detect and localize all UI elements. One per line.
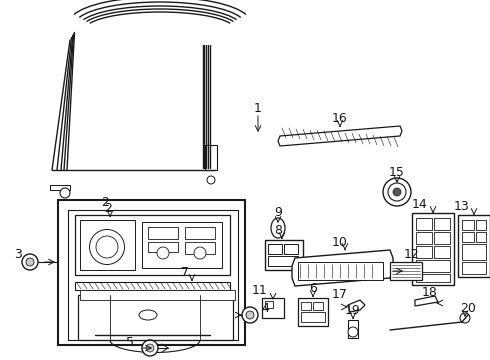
Bar: [416, 232, 432, 244]
Text: 16: 16: [332, 112, 348, 125]
Bar: [262, 298, 284, 318]
Circle shape: [246, 311, 254, 319]
Text: 18: 18: [422, 285, 438, 298]
Circle shape: [146, 344, 154, 352]
Circle shape: [26, 258, 34, 266]
Text: 3: 3: [14, 248, 22, 261]
Circle shape: [388, 183, 406, 201]
Bar: [80, 290, 235, 300]
Text: 11: 11: [252, 284, 268, 297]
Circle shape: [142, 340, 158, 356]
Bar: [458, 215, 490, 277]
Bar: [462, 220, 474, 230]
Bar: [390, 262, 422, 280]
Text: 20: 20: [460, 302, 476, 315]
Circle shape: [460, 313, 470, 323]
Circle shape: [242, 307, 258, 323]
Bar: [75, 215, 230, 275]
Bar: [348, 320, 358, 338]
Bar: [265, 240, 303, 270]
Bar: [462, 262, 486, 274]
Polygon shape: [278, 126, 402, 146]
Circle shape: [60, 188, 70, 198]
Text: 17: 17: [332, 288, 348, 302]
Polygon shape: [50, 185, 70, 190]
Bar: [462, 244, 486, 260]
Bar: [298, 298, 328, 326]
Bar: [416, 246, 432, 258]
Text: 6: 6: [309, 282, 317, 294]
Text: 5: 5: [126, 337, 134, 350]
Polygon shape: [58, 200, 245, 345]
Bar: [205, 145, 217, 170]
Bar: [412, 213, 454, 285]
Bar: [301, 302, 311, 310]
Circle shape: [22, 254, 38, 270]
Text: 13: 13: [454, 201, 470, 213]
Circle shape: [194, 247, 206, 259]
Circle shape: [348, 327, 358, 337]
Bar: [268, 256, 298, 266]
Polygon shape: [348, 300, 365, 312]
Bar: [416, 218, 432, 230]
Bar: [78, 295, 233, 340]
Bar: [265, 301, 273, 308]
Bar: [80, 220, 135, 270]
Bar: [185, 242, 215, 254]
Polygon shape: [292, 250, 393, 286]
Text: 8: 8: [274, 224, 282, 237]
Bar: [298, 262, 383, 280]
Bar: [416, 274, 450, 282]
Text: 14: 14: [412, 198, 428, 211]
Polygon shape: [415, 296, 438, 306]
Ellipse shape: [139, 310, 157, 320]
Bar: [462, 232, 474, 242]
Bar: [284, 244, 298, 254]
Bar: [434, 232, 450, 244]
Bar: [148, 242, 178, 252]
Bar: [185, 227, 215, 239]
Bar: [268, 244, 282, 254]
Ellipse shape: [90, 230, 124, 265]
Circle shape: [207, 176, 215, 184]
Text: 19: 19: [345, 303, 361, 316]
Bar: [301, 312, 325, 322]
Bar: [434, 218, 450, 230]
Text: 1: 1: [254, 102, 262, 114]
Bar: [476, 232, 486, 242]
Bar: [75, 282, 230, 290]
Bar: [148, 227, 178, 239]
Text: 2: 2: [104, 202, 112, 215]
Text: 9: 9: [274, 207, 282, 220]
Ellipse shape: [271, 218, 285, 238]
Text: 12: 12: [404, 248, 420, 261]
Bar: [434, 246, 450, 258]
Bar: [142, 222, 222, 268]
Text: 2: 2: [101, 195, 109, 208]
Circle shape: [393, 188, 401, 196]
Text: 15: 15: [389, 166, 405, 179]
Bar: [313, 302, 323, 310]
Text: 4: 4: [261, 302, 269, 315]
Circle shape: [157, 247, 169, 259]
Bar: [476, 220, 486, 230]
Text: 7: 7: [181, 266, 189, 279]
Bar: [416, 260, 450, 272]
Ellipse shape: [96, 236, 118, 258]
Circle shape: [383, 178, 411, 206]
Text: 10: 10: [332, 235, 348, 248]
